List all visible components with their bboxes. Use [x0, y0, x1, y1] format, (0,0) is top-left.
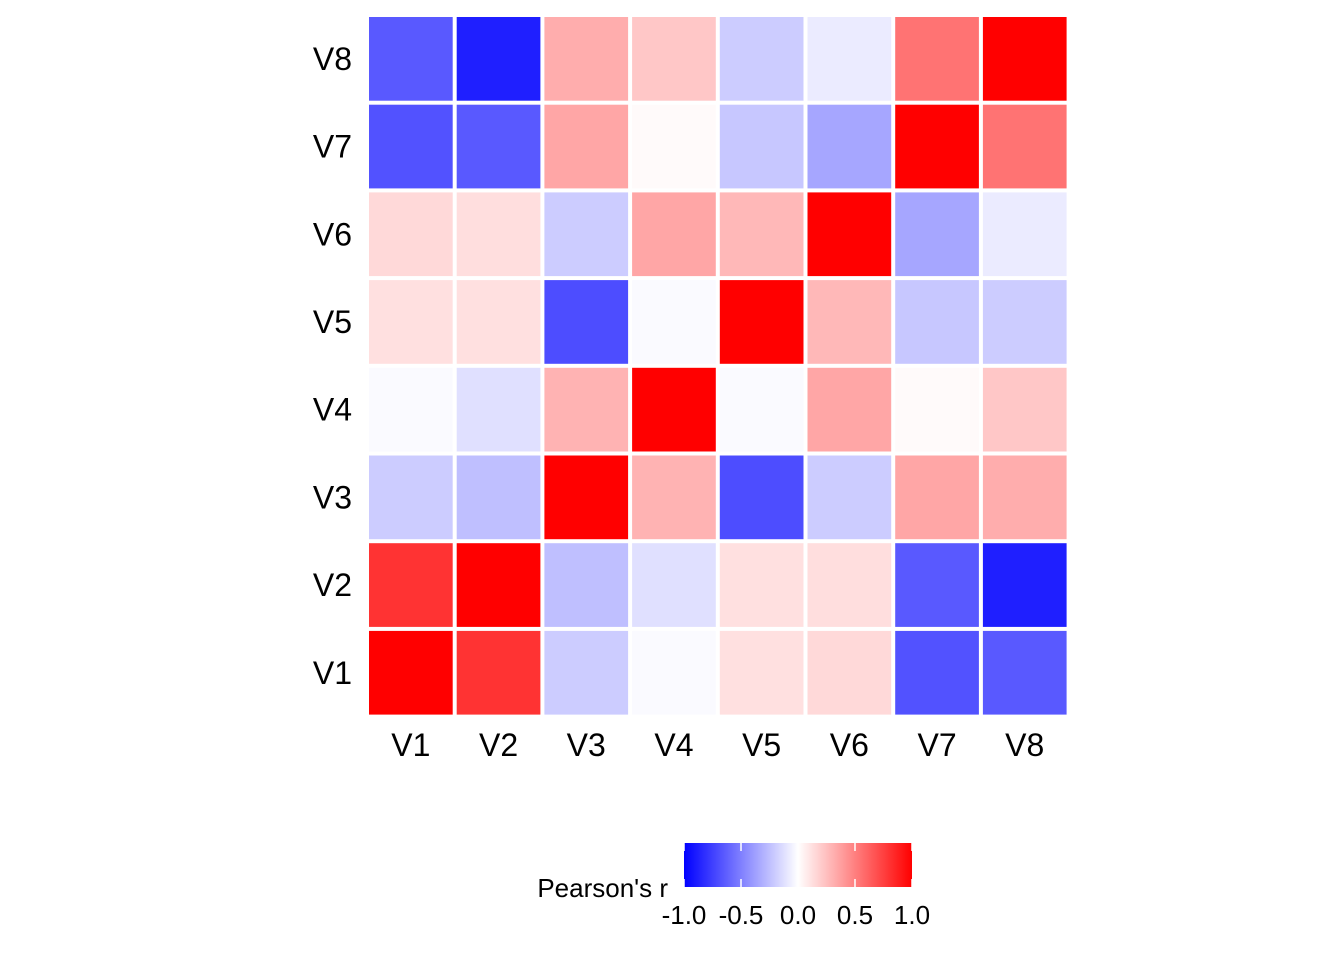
heatmap-cell-V5-V2 [456, 280, 541, 364]
heatmap-cell-V7-V2 [456, 104, 541, 189]
heatmap-cell-V5-V5 [719, 280, 804, 364]
heatmap-cell-V5-V6 [807, 280, 892, 364]
x-tick-label-V8: V8 [1005, 727, 1044, 763]
heatmap-cell-V5-V7 [895, 280, 979, 364]
heatmap-cell-V1-V2 [456, 630, 541, 715]
heatmap-cell-V4-V8 [982, 367, 1067, 452]
colorbar-legend: Pearson's r -1.0 -0.5 0.0 0.5 1.0 [537, 843, 930, 930]
x-tick-label-V4: V4 [654, 727, 693, 763]
legend-title: Pearson's r [537, 873, 668, 903]
heatmap-cell-V6-V3 [544, 192, 629, 277]
heatmap-cell-V2-V8 [982, 543, 1067, 627]
heatmap-cell-V8-V2 [456, 17, 541, 101]
x-tick-label-V3: V3 [567, 727, 606, 763]
heatmap-cells [369, 17, 1067, 715]
heatmap-cell-V6-V2 [456, 192, 541, 277]
heatmap-cell-V3-V2 [456, 455, 541, 540]
heatmap-cell-V8-V4 [632, 17, 716, 101]
heatmap-cell-V2-V5 [719, 543, 804, 627]
heatmap-cell-V2-V3 [544, 543, 629, 627]
heatmap-cell-V4-V1 [369, 367, 453, 452]
heatmap-cell-V2-V2 [456, 543, 541, 627]
heatmap-cell-V6-V6 [807, 192, 892, 277]
heatmap-cell-V6-V5 [719, 192, 804, 277]
heatmap-cell-V8-V3 [544, 17, 629, 101]
heatmap-cell-V8-V5 [719, 17, 804, 101]
heatmap-cell-V7-V8 [982, 104, 1067, 189]
heatmap-cell-V5-V8 [982, 280, 1067, 364]
legend-tick-label: -0.5 [719, 900, 764, 930]
heatmap-cell-V1-V8 [982, 630, 1067, 715]
legend-ticks: -1.0 -0.5 0.0 0.5 1.0 [662, 843, 930, 930]
heatmap-cell-V1-V7 [895, 630, 979, 715]
heatmap-cell-V4-V3 [544, 367, 629, 452]
heatmap-cell-V6-V1 [369, 192, 453, 277]
legend-tick-label: 1.0 [894, 900, 930, 930]
heatmap-cell-V8-V8 [982, 17, 1067, 101]
heatmap-cell-V3-V4 [632, 455, 716, 540]
y-tick-label-V7: V7 [313, 129, 352, 165]
heatmap-cell-V1-V4 [632, 630, 716, 715]
heatmap-cell-V8-V1 [369, 17, 453, 101]
heatmap-cell-V7-V4 [632, 104, 716, 189]
heatmap-cell-V2-V7 [895, 543, 979, 627]
heatmap-cell-V3-V8 [982, 455, 1067, 540]
heatmap-cell-V3-V6 [807, 455, 892, 540]
heatmap-cell-V1-V3 [544, 630, 629, 715]
heatmap-cell-V6-V7 [895, 192, 979, 277]
y-tick-label-V4: V4 [313, 392, 352, 428]
y-tick-label-V6: V6 [313, 216, 352, 252]
heatmap-cell-V2-V4 [632, 543, 716, 627]
heatmap-cell-V3-V7 [895, 455, 979, 540]
y-tick-label-V3: V3 [313, 479, 352, 515]
heatmap-cell-V6-V8 [982, 192, 1067, 277]
legend-tick-label: 0.5 [837, 900, 873, 930]
y-tick-label-V5: V5 [313, 304, 352, 340]
heatmap-cell-V2-V6 [807, 543, 892, 627]
heatmap-cell-V1-V1 [369, 630, 453, 715]
x-tick-label-V7: V7 [917, 727, 956, 763]
heatmap-cell-V5-V1 [369, 280, 453, 364]
heatmap-cell-V4-V2 [456, 367, 541, 452]
heatmap-cell-V7-V6 [807, 104, 892, 189]
y-tick-label-V1: V1 [313, 655, 352, 691]
heatmap-cell-V1-V5 [719, 630, 804, 715]
y-axis-tick-labels: V1 V2 V3 V4 V5 V6 V7 V8 [313, 41, 352, 691]
heatmap-cell-V3-V1 [369, 455, 453, 540]
heatmap-cell-V7-V5 [719, 104, 804, 189]
heatmap-cell-V7-V7 [895, 104, 979, 189]
heatmap-cell-V7-V1 [369, 104, 453, 189]
legend-tick-label: 0.0 [780, 900, 816, 930]
x-tick-label-V5: V5 [742, 727, 781, 763]
heatmap-cell-V3-V5 [719, 455, 804, 540]
x-tick-label-V2: V2 [479, 727, 518, 763]
heatmap-cell-V2-V1 [369, 543, 453, 627]
heatmap-cell-V7-V3 [544, 104, 629, 189]
heatmap-cell-V5-V4 [632, 280, 716, 364]
x-axis-tick-labels: V1 V2 V3 V4 V5 V6 V7 V8 [391, 727, 1044, 763]
heatmap-cell-V4-V4 [632, 367, 716, 452]
y-tick-label-V8: V8 [313, 41, 352, 77]
heatmap-cell-V8-V6 [807, 17, 892, 101]
heatmap-cell-V4-V7 [895, 367, 979, 452]
y-tick-label-V2: V2 [313, 567, 352, 603]
heatmap-cell-V6-V4 [632, 192, 716, 277]
legend-tick-label: -1.0 [662, 900, 707, 930]
x-tick-label-V6: V6 [830, 727, 869, 763]
heatmap-cell-V4-V5 [719, 367, 804, 452]
heatmap-cell-V5-V3 [544, 280, 629, 364]
heatmap-cell-V3-V3 [544, 455, 629, 540]
heatmap-cell-V4-V6 [807, 367, 892, 452]
x-tick-label-V1: V1 [391, 727, 430, 763]
heatmap-cell-V1-V6 [807, 630, 892, 715]
heatmap-cell-V8-V7 [895, 17, 979, 101]
